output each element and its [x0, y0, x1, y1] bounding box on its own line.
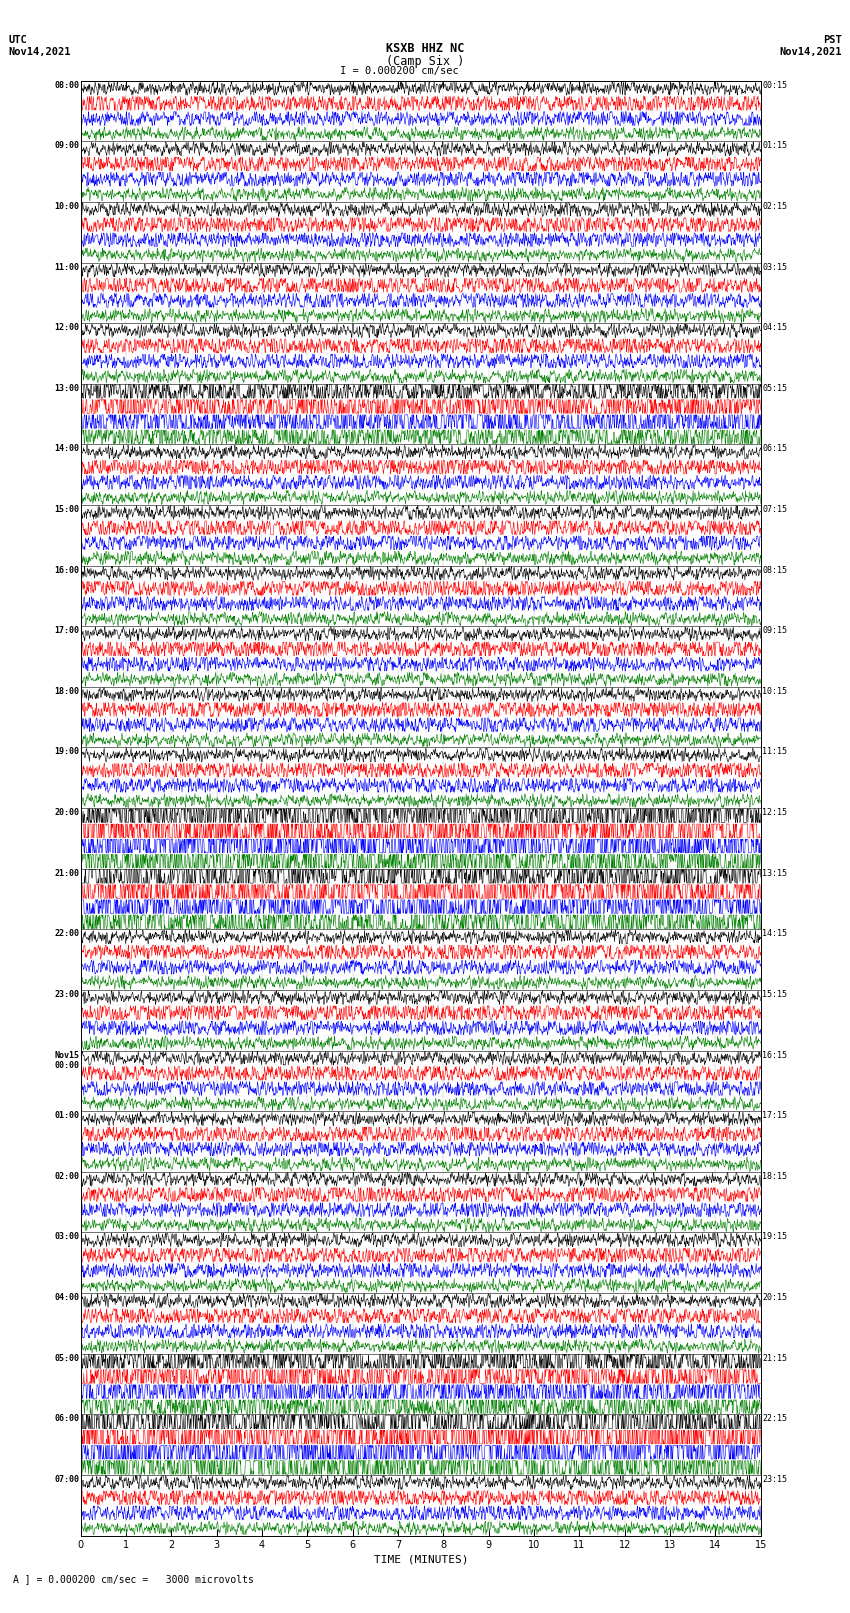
Text: 06:00: 06:00: [54, 1415, 79, 1423]
Text: 07:00: 07:00: [54, 1474, 79, 1484]
Text: 02:15: 02:15: [762, 202, 787, 211]
Text: 13:00: 13:00: [54, 384, 79, 392]
Text: PST: PST: [823, 35, 842, 45]
Text: 04:00: 04:00: [54, 1294, 79, 1302]
Text: 05:00: 05:00: [54, 1353, 79, 1363]
Text: 08:00: 08:00: [54, 81, 79, 90]
Text: I = 0.000200 cm/sec: I = 0.000200 cm/sec: [340, 66, 459, 76]
Text: 16:15: 16:15: [762, 1050, 787, 1060]
Text: (Camp Six ): (Camp Six ): [386, 55, 464, 68]
Text: Nov15
00:00: Nov15 00:00: [54, 1050, 79, 1069]
Text: 21:00: 21:00: [54, 869, 79, 877]
Text: Nov14,2021: Nov14,2021: [8, 47, 71, 56]
Text: 08:15: 08:15: [762, 566, 787, 574]
X-axis label: TIME (MINUTES): TIME (MINUTES): [373, 1555, 468, 1565]
Text: 15:15: 15:15: [762, 990, 787, 998]
Text: 03:00: 03:00: [54, 1232, 79, 1242]
Text: 11:15: 11:15: [762, 747, 787, 756]
Text: 18:15: 18:15: [762, 1171, 787, 1181]
Text: 01:15: 01:15: [762, 142, 787, 150]
Text: 09:00: 09:00: [54, 142, 79, 150]
Text: 19:15: 19:15: [762, 1232, 787, 1242]
Text: 10:15: 10:15: [762, 687, 787, 695]
Text: 06:15: 06:15: [762, 444, 787, 453]
Text: Nov14,2021: Nov14,2021: [779, 47, 842, 56]
Text: 12:00: 12:00: [54, 323, 79, 332]
Text: 01:00: 01:00: [54, 1111, 79, 1119]
Text: 04:15: 04:15: [762, 323, 787, 332]
Text: 22:00: 22:00: [54, 929, 79, 939]
Text: 20:00: 20:00: [54, 808, 79, 818]
Text: 23:15: 23:15: [762, 1474, 787, 1484]
Text: 16:00: 16:00: [54, 566, 79, 574]
Text: 22:15: 22:15: [762, 1415, 787, 1423]
Text: 05:15: 05:15: [762, 384, 787, 392]
Text: 02:00: 02:00: [54, 1171, 79, 1181]
Text: 17:15: 17:15: [762, 1111, 787, 1119]
Text: 09:15: 09:15: [762, 626, 787, 636]
Text: 03:15: 03:15: [762, 263, 787, 271]
Text: A ] = 0.000200 cm/sec =   3000 microvolts: A ] = 0.000200 cm/sec = 3000 microvolts: [13, 1574, 253, 1584]
Text: 18:00: 18:00: [54, 687, 79, 695]
Text: 20:15: 20:15: [762, 1294, 787, 1302]
Text: 17:00: 17:00: [54, 626, 79, 636]
Text: 00:15: 00:15: [762, 81, 787, 90]
Text: 07:15: 07:15: [762, 505, 787, 515]
Text: 19:00: 19:00: [54, 747, 79, 756]
Text: 23:00: 23:00: [54, 990, 79, 998]
Text: 14:15: 14:15: [762, 929, 787, 939]
Text: 14:00: 14:00: [54, 444, 79, 453]
Text: 12:15: 12:15: [762, 808, 787, 818]
Text: 11:00: 11:00: [54, 263, 79, 271]
Text: 10:00: 10:00: [54, 202, 79, 211]
Text: KSXB HHZ NC: KSXB HHZ NC: [386, 42, 464, 55]
Text: 15:00: 15:00: [54, 505, 79, 515]
Text: UTC: UTC: [8, 35, 27, 45]
Text: 21:15: 21:15: [762, 1353, 787, 1363]
Text: 13:15: 13:15: [762, 869, 787, 877]
